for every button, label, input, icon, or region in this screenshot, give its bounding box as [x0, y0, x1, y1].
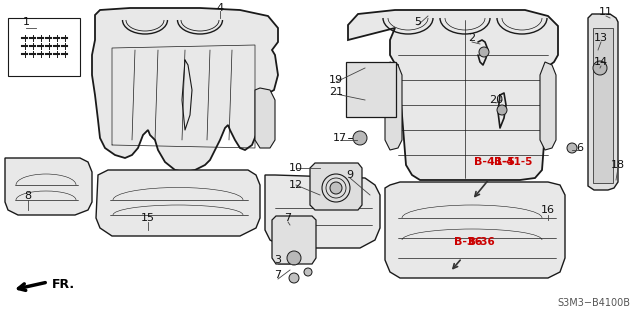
Text: 3: 3 [275, 255, 282, 265]
Circle shape [497, 105, 507, 115]
Text: 20: 20 [489, 95, 503, 105]
Text: S3M3−B4100B: S3M3−B4100B [557, 298, 630, 308]
Polygon shape [255, 88, 275, 148]
Circle shape [287, 251, 301, 265]
Text: B-36: B-36 [454, 237, 483, 247]
Circle shape [304, 268, 312, 276]
Text: 21: 21 [329, 87, 343, 97]
Text: 17: 17 [333, 133, 347, 143]
Text: 11: 11 [599, 7, 613, 17]
Polygon shape [540, 62, 556, 150]
Polygon shape [385, 62, 402, 150]
Circle shape [289, 273, 299, 283]
Circle shape [330, 182, 342, 194]
Text: 12: 12 [289, 180, 303, 190]
Text: FR.: FR. [52, 278, 75, 291]
Polygon shape [96, 170, 260, 236]
Bar [593, 28, 613, 183]
Text: 19: 19 [329, 75, 343, 85]
Bar [346, 62, 396, 117]
Circle shape [567, 143, 577, 153]
Text: B-41-5: B-41-5 [474, 157, 515, 167]
Text: 9: 9 [346, 170, 353, 180]
Polygon shape [5, 158, 92, 215]
Circle shape [593, 61, 607, 75]
Polygon shape [385, 182, 565, 278]
Circle shape [479, 47, 489, 57]
Polygon shape [92, 8, 278, 172]
Text: 16: 16 [541, 205, 555, 215]
Text: 10: 10 [289, 163, 303, 173]
Polygon shape [265, 175, 380, 248]
Text: 2: 2 [468, 33, 476, 43]
Polygon shape [588, 14, 618, 190]
Text: 6: 6 [577, 143, 584, 153]
Text: 18: 18 [611, 160, 625, 170]
Text: 7: 7 [284, 213, 292, 223]
Polygon shape [272, 216, 316, 264]
Text: 5: 5 [415, 17, 422, 27]
Text: 7: 7 [275, 270, 282, 280]
Text: 15: 15 [141, 213, 155, 223]
Text: 4: 4 [216, 3, 223, 13]
Text: B-41-5: B-41-5 [494, 157, 532, 167]
Text: 1: 1 [22, 17, 29, 27]
Polygon shape [310, 163, 362, 210]
Bar [8, 18, 80, 76]
Circle shape [353, 131, 367, 145]
Polygon shape [348, 10, 558, 180]
Text: 13: 13 [594, 33, 608, 43]
Text: B-36: B-36 [468, 237, 495, 247]
Text: 8: 8 [24, 191, 31, 201]
Text: 14: 14 [594, 57, 608, 67]
